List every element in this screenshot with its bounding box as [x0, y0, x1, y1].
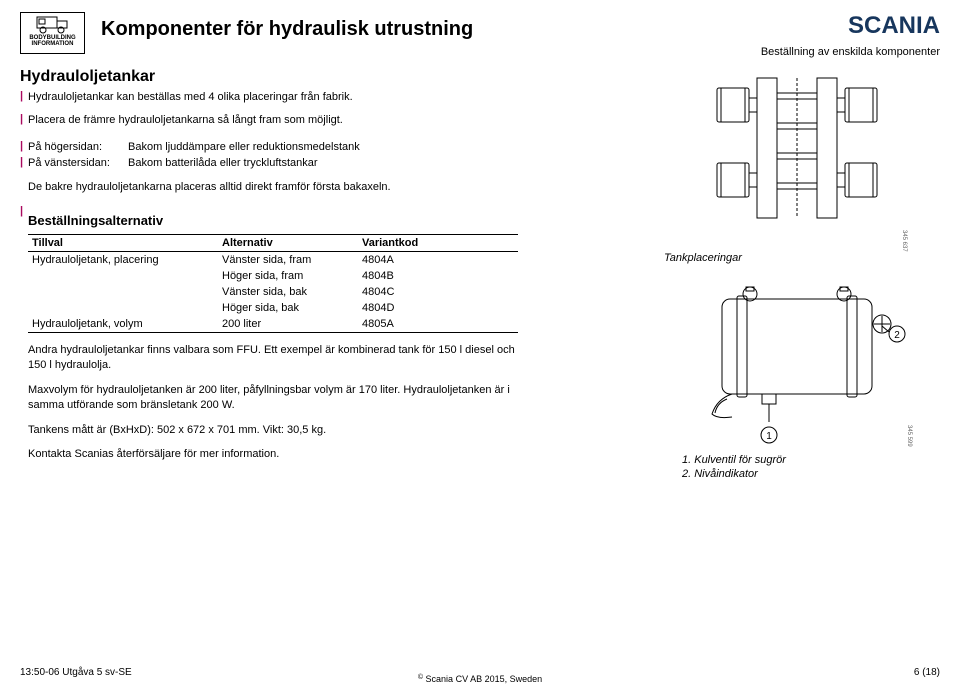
- kv-row-right: | På högersidan: Bakom ljuddämpare eller…: [20, 140, 630, 155]
- kv-val-left: Bakom batterilåda eller tryckluftstankar: [128, 156, 318, 171]
- table-row: Hydrauloljetank, placering Vänster sida,…: [28, 252, 518, 269]
- table-row: Höger sida, fram 4804B: [28, 268, 518, 284]
- figure-column: 345 637 Tankplaceringar: [654, 68, 940, 482]
- th-alternativ: Alternativ: [218, 235, 358, 252]
- cell-alt: Höger sida, bak: [218, 300, 358, 316]
- kv-val-right: Bakom ljuddämpare eller reduktionsmedels…: [128, 140, 360, 155]
- change-bar-icon: |: [20, 140, 28, 155]
- table-header-row: Tillval Alternativ Variantkod: [28, 235, 518, 252]
- table-row: Höger sida, bak 4804D: [28, 300, 518, 316]
- copyright-symbol: ©: [418, 674, 423, 681]
- change-bar-icon: |: [20, 205, 28, 232]
- callout-1-icon: 1: [760, 426, 778, 444]
- chassis-figure: [687, 68, 907, 228]
- cell-code: 4805A: [358, 316, 518, 333]
- cell-alt: Vänster sida, fram: [218, 252, 358, 269]
- cell-code: 4804D: [358, 300, 518, 316]
- figure-id-2: 345 599: [906, 425, 912, 447]
- callout-2: 2: [894, 330, 900, 341]
- brand-logo: SCANIA: [848, 12, 940, 40]
- cell-tillval: Hydrauloljetank, placering: [28, 252, 218, 269]
- para-ffu: Andra hydrauloljetankar finns valbara so…: [28, 343, 528, 373]
- intro-line-1: | Hydrauloljetankar kan beställas med 4 …: [20, 90, 630, 105]
- kv-row-left: | På vänstersidan: Bakom batterilåda ell…: [20, 156, 630, 171]
- cell-alt: Höger sida, fram: [218, 268, 358, 284]
- table-row: Hydrauloljetank, volym 200 liter 4805A: [28, 316, 518, 333]
- figure-id-1: 345 637: [901, 230, 907, 252]
- footer-company: Scania CV AB 2015, Sweden: [426, 674, 543, 684]
- change-bar-icon: |: [20, 90, 28, 105]
- legend-item-2: 2. Nivåindikator: [682, 468, 912, 480]
- page-title: Komponenter för hydraulisk utrustning: [101, 18, 473, 41]
- change-bar-icon: |: [20, 113, 28, 128]
- truck-icon: [33, 15, 73, 35]
- table-row: Vänster sida, bak 4804C: [28, 284, 518, 300]
- options-heading: Beställningsalternativ: [28, 213, 163, 228]
- cell-alt: 200 liter: [218, 316, 358, 333]
- badge-text-2: INFORMATION: [32, 41, 74, 47]
- legend-item-1: 1. Kulventil för sugrör: [682, 454, 912, 466]
- cell-code: 4804B: [358, 268, 518, 284]
- cell-code: 4804C: [358, 284, 518, 300]
- para-max: Maxvolym för hydrauloljetanken är 200 li…: [28, 383, 528, 413]
- cell-alt: Vänster sida, bak: [218, 284, 358, 300]
- main-content: Hydrauloljetankar | Hydrauloljetankar ka…: [20, 68, 940, 482]
- intro-line-2: | Placera de främre hydrauloljetankarna …: [20, 113, 630, 128]
- figure-caption-1: Tankplaceringar: [664, 252, 742, 264]
- tank-legend: 1. Kulventil för sugrör 2. Nivåindikator: [682, 454, 912, 480]
- callout-1: 1: [766, 431, 772, 442]
- bodybuilder-badge: BODYBUILDING INFORMATION: [20, 12, 85, 54]
- tank-figure-wrap: 2 1 345 599 1. Kulventil för sugrör 2. N…: [682, 274, 912, 483]
- para-dims: Tankens mått är (BxHxD): 502 x 672 x 701…: [28, 423, 630, 438]
- kv-key-left: På vänstersidan:: [28, 156, 128, 171]
- section-heading: Hydrauloljetankar: [20, 68, 630, 86]
- tank-figure: 2: [682, 274, 912, 424]
- page-category: Beställning av enskilda komponenter: [761, 46, 940, 58]
- cell-code: 4804A: [358, 252, 518, 269]
- options-table: Tillval Alternativ Variantkod Hydraulolj…: [28, 234, 518, 333]
- th-tillval: Tillval: [28, 235, 218, 252]
- para-contact: Kontakta Scanias återförsäljare för mer …: [28, 447, 630, 462]
- kv-key-right: På högersidan:: [28, 140, 128, 155]
- th-variantkod: Variantkod: [358, 235, 518, 252]
- para-rear: De bakre hydrauloljetankarna placeras al…: [28, 180, 630, 195]
- cell-tillval: Hydrauloljetank, volym: [28, 316, 218, 333]
- intro-text-2: Placera de främre hydrauloljetankarna så…: [28, 113, 630, 128]
- change-bar-icon: |: [20, 156, 28, 171]
- intro-text-1: Hydrauloljetankar kan beställas med 4 ol…: [28, 90, 630, 105]
- footer-center: © Scania CV AB 2015, Sweden: [0, 674, 960, 684]
- text-column: Hydrauloljetankar | Hydrauloljetankar ka…: [20, 68, 630, 482]
- options-heading-line: | Beställningsalternativ: [20, 205, 630, 232]
